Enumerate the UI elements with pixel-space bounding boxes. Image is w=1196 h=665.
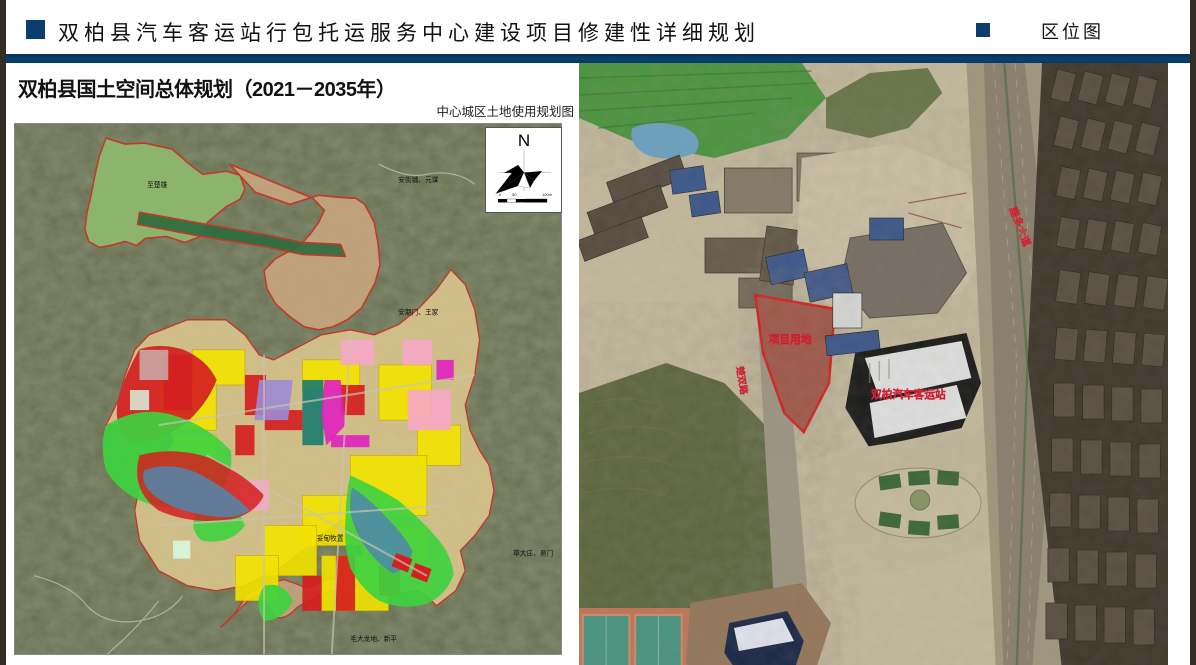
- svg-text:100m: 100m: [542, 192, 553, 197]
- svg-text:50: 50: [512, 192, 517, 197]
- svg-text:草大庄、易门: 草大庄、易门: [513, 548, 553, 557]
- svg-text:项目用地: 项目用地: [769, 332, 812, 346]
- svg-text:双柏汽车客运站: 双柏汽车客运站: [871, 387, 946, 401]
- svg-text:至楚雄: 至楚雄: [147, 180, 167, 189]
- svg-text:0: 0: [499, 192, 502, 197]
- svg-text:毛大龙地、新平: 毛大龙地、新平: [350, 634, 397, 643]
- svg-text:安街铺、元谋: 安街铺、元谋: [398, 175, 438, 184]
- svg-text:N: N: [518, 131, 530, 150]
- svg-text:安期门、王家: 安期门、王家: [398, 308, 438, 317]
- svg-text:妥甸牧置: 妥甸牧置: [317, 533, 344, 542]
